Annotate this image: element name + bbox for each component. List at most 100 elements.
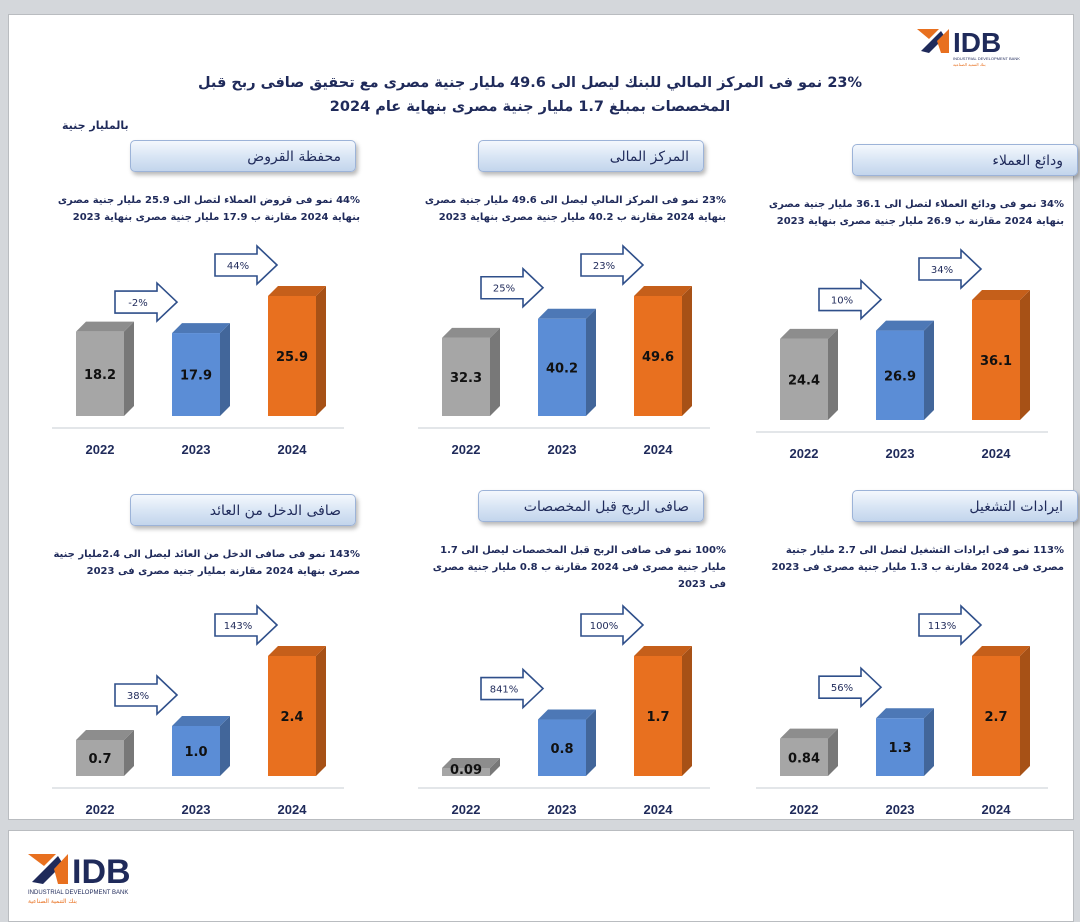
chart-panel: ودائع العملاء 34% نمو فى ودائع العملاء لت… bbox=[752, 144, 1078, 464]
bar-value-label: 2.4 bbox=[280, 710, 303, 725]
bar-chart: 0.7 2022 1.0 2023 2.4 2024 38% 143% bbox=[52, 604, 344, 817]
bar-value-label: 17.9 bbox=[180, 369, 212, 384]
growth-arrow: 56% bbox=[818, 666, 883, 709]
growth-label: 23% bbox=[593, 261, 615, 272]
year-label: 2023 bbox=[548, 802, 577, 817]
logo-footer-text: IDB bbox=[72, 853, 131, 891]
growth-label: 34% bbox=[931, 265, 953, 276]
year-label: 2022 bbox=[452, 802, 481, 817]
year-label: 2024 bbox=[278, 442, 308, 457]
year-label: 2022 bbox=[86, 802, 115, 817]
bar-value-label: 18.2 bbox=[84, 368, 116, 383]
chart-panel: صافى الدخل من العائد 143% نمو فى صافى الد… bbox=[48, 494, 368, 817]
growth-label: 38% bbox=[127, 691, 149, 702]
logo-text: IDB bbox=[953, 27, 1001, 58]
bar-2024 bbox=[972, 646, 1030, 776]
main-title-line1: 23% نمو فى المركز المالي للبنك ليصل الى … bbox=[197, 75, 863, 91]
year-label: 2022 bbox=[452, 442, 481, 457]
bar-value-label: 36.1 bbox=[980, 354, 1012, 369]
chart-description: 113% نمو فى ايرادات التشغيل لتصل الى 2.7… bbox=[771, 545, 1065, 573]
growth-label: 25% bbox=[493, 284, 515, 295]
bar-2022 bbox=[780, 728, 838, 776]
growth-arrow: 34% bbox=[918, 248, 983, 290]
year-label: 2024 bbox=[644, 442, 674, 457]
growth-arrow: 100% bbox=[580, 604, 645, 646]
bar-value-label: 25.9 bbox=[276, 350, 308, 365]
growth-arrow: -2% bbox=[114, 281, 179, 323]
bar-value-label: 32.3 bbox=[450, 371, 482, 386]
chart-panel: المركز المالى 23% نمو فى المركز المالي لي… bbox=[414, 140, 734, 460]
chart-panel: ايرادات التشغيل 113% نمو فى ايرادات التشغ… bbox=[752, 490, 1078, 817]
logo-arabic: بنك التنمية الصناعية bbox=[953, 62, 986, 67]
chart-description: 23% نمو فى المركز المالي ليصل الى 49.6 م… bbox=[424, 195, 726, 223]
growth-arrow: 23% bbox=[580, 244, 645, 286]
main-title-line2: المخصصات بمبلغ 1.7 مليار جنية مصرى بنهاي… bbox=[329, 99, 731, 115]
growth-arrow: 38% bbox=[114, 674, 179, 716]
bar-2024 bbox=[634, 286, 692, 416]
growth-arrow: 113% bbox=[918, 604, 983, 646]
year-label: 2023 bbox=[886, 802, 915, 817]
bar-value-label: 0.7 bbox=[88, 752, 111, 767]
logo-subtitle: INDUSTRIAL DEVELOPMENT BANK bbox=[953, 56, 1020, 61]
bar-value-label: 49.6 bbox=[642, 350, 674, 365]
year-label: 2022 bbox=[86, 442, 115, 457]
chart-title-box: المركز المالى bbox=[478, 140, 704, 172]
growth-label: 10% bbox=[831, 296, 853, 307]
chart-title-box: صافى الربح قبل المخصصات bbox=[478, 490, 704, 522]
growth-arrow: 44% bbox=[214, 244, 279, 286]
year-label: 2023 bbox=[548, 442, 577, 457]
chart-title-box: ايرادات التشغيل bbox=[852, 490, 1078, 522]
chart-title-box: محفظة القروض bbox=[130, 140, 356, 172]
year-label: 2022 bbox=[790, 446, 819, 461]
chart-title-box: ودائع العملاء bbox=[852, 144, 1078, 176]
bar-value-label: 2.7 bbox=[984, 710, 1007, 725]
year-label: 2024 bbox=[278, 802, 308, 817]
bar-value-label: 1.0 bbox=[184, 745, 207, 760]
bar-value-label: 0.09 bbox=[450, 763, 482, 778]
year-label: 2023 bbox=[182, 442, 211, 457]
year-label: 2022 bbox=[790, 802, 819, 817]
bar-2022 bbox=[442, 327, 500, 416]
bar-2023 bbox=[876, 320, 934, 420]
chart-panel: صافى الربح قبل المخصصات 100% نمو فى صافى … bbox=[414, 490, 734, 817]
growth-label: 841% bbox=[490, 685, 519, 696]
bar-2024 bbox=[972, 290, 1030, 420]
bar-value-label: 1.3 bbox=[888, 741, 911, 756]
growth-label: 100% bbox=[590, 621, 619, 632]
bar-chart: 18.2 2022 17.9 2023 25.9 2024 -2% 44% bbox=[52, 244, 344, 457]
bar-2022 bbox=[76, 321, 134, 416]
chart-description: 44% نمو فى قروض العملاء لتصل الى 25.9 مل… bbox=[57, 195, 360, 223]
growth-label: 143% bbox=[224, 621, 253, 632]
growth-label: 44% bbox=[227, 261, 249, 272]
bar-chart: 24.4 2022 26.9 2023 36.1 2024 10% 34% bbox=[756, 248, 1048, 461]
bar-value-label: 26.9 bbox=[884, 369, 916, 384]
growth-label: 113% bbox=[928, 621, 957, 632]
year-label: 2024 bbox=[982, 802, 1012, 817]
bar-value-label: 40.2 bbox=[546, 361, 578, 376]
year-label: 2024 bbox=[982, 446, 1012, 461]
growth-arrow: 25% bbox=[480, 266, 545, 309]
bar-value-label: 24.4 bbox=[788, 373, 820, 388]
year-label: 2024 bbox=[644, 802, 674, 817]
bar-value-label: 0.8 bbox=[550, 742, 573, 757]
bar-chart: 0.09 2022 0.8 2023 1.7 2024 841% 100% bbox=[418, 604, 710, 817]
bar-2023 bbox=[172, 323, 230, 416]
idb-logo-footer: IDB INDUSTRIAL DEVELOPMENT BANK بنك التن… bbox=[26, 848, 172, 906]
growth-label: -2% bbox=[128, 298, 147, 309]
bar-2022 bbox=[442, 758, 500, 776]
chart-title-box: صافى الدخل من العائد bbox=[130, 494, 356, 526]
bar-chart: 0.84 2022 1.3 2023 2.7 2024 56% 113% bbox=[756, 604, 1048, 817]
bar-2024 bbox=[268, 646, 326, 776]
bar-chart: 32.3 2022 40.2 2023 49.6 2024 25% 23% bbox=[418, 244, 710, 457]
bar-2024 bbox=[634, 646, 692, 776]
growth-arrow: 10% bbox=[818, 278, 883, 321]
bar-value-label: 1.7 bbox=[646, 710, 669, 725]
bar-2022 bbox=[780, 328, 838, 420]
year-label: 2023 bbox=[182, 802, 211, 817]
bar-2023 bbox=[876, 708, 934, 776]
logo-footer-subtitle: INDUSTRIAL DEVELOPMENT BANK bbox=[28, 890, 128, 896]
bar-2023 bbox=[538, 308, 596, 416]
chart-panel: محفظة القروض 44% نمو فى قروض العملاء لتصل… bbox=[48, 140, 368, 460]
chart-description: 143% نمو فى صافى الدخل من العائد ليصل ال… bbox=[53, 549, 360, 577]
bar-2024 bbox=[268, 286, 326, 416]
